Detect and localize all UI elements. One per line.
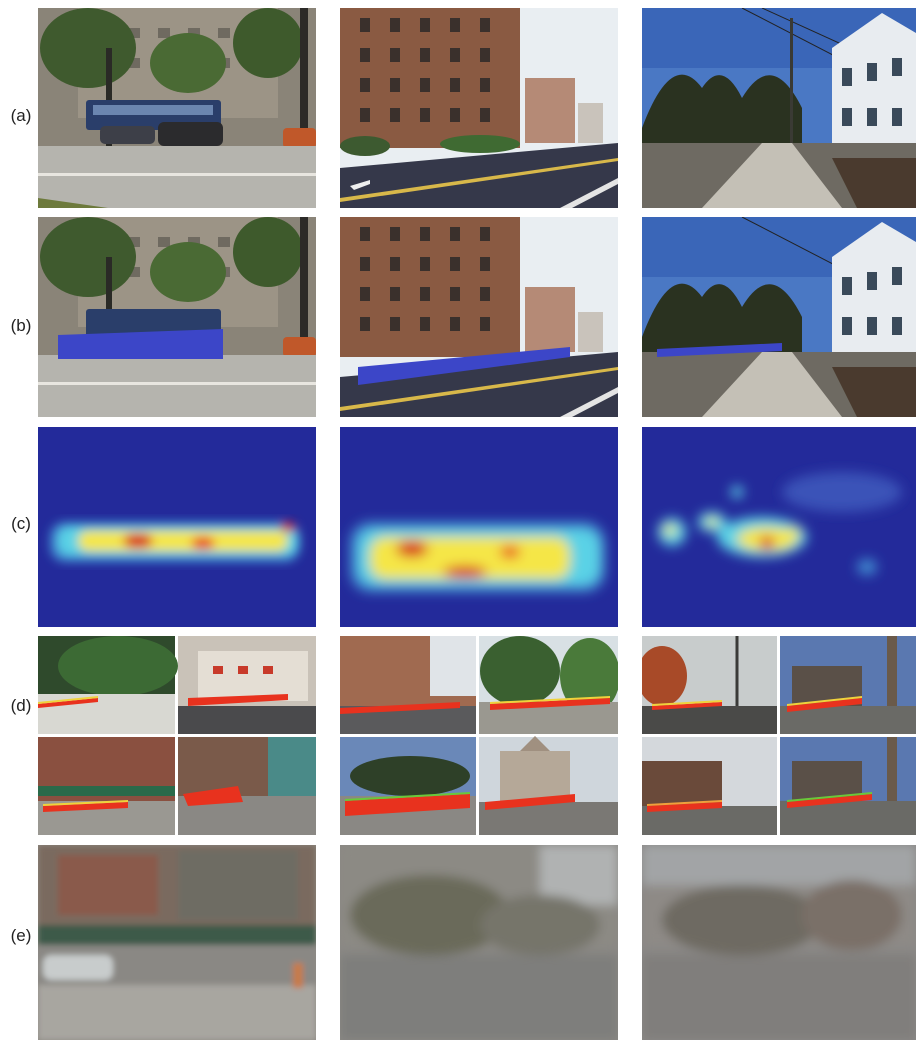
- collage-d3: [642, 636, 916, 835]
- photo-b2-brick-street-overlay: [340, 217, 618, 417]
- photo-a3-white-house: [642, 8, 916, 208]
- average-image-e3: [642, 845, 916, 1040]
- row-label-a: (a): [10, 106, 32, 125]
- row-label-e: (e): [10, 926, 32, 945]
- heatmap-c2: [340, 427, 618, 627]
- row-label-d: (d): [10, 696, 32, 715]
- photo-b3-house-street-overlay: [642, 217, 916, 417]
- row-label-b: (b): [10, 316, 32, 335]
- collage-d1: [38, 636, 316, 835]
- row-label-c: (c): [11, 514, 31, 533]
- photo-a1-palm-street: [38, 8, 316, 208]
- heatmap-c3: [642, 427, 916, 627]
- average-image-e2: [340, 845, 618, 1040]
- average-image-e1: [38, 845, 316, 1040]
- photo-b1-palm-street-overlay: [38, 217, 316, 417]
- collage-d2: [340, 636, 618, 835]
- heatmap-c1: [38, 427, 316, 627]
- photo-a2-brick-apartments: [340, 8, 618, 208]
